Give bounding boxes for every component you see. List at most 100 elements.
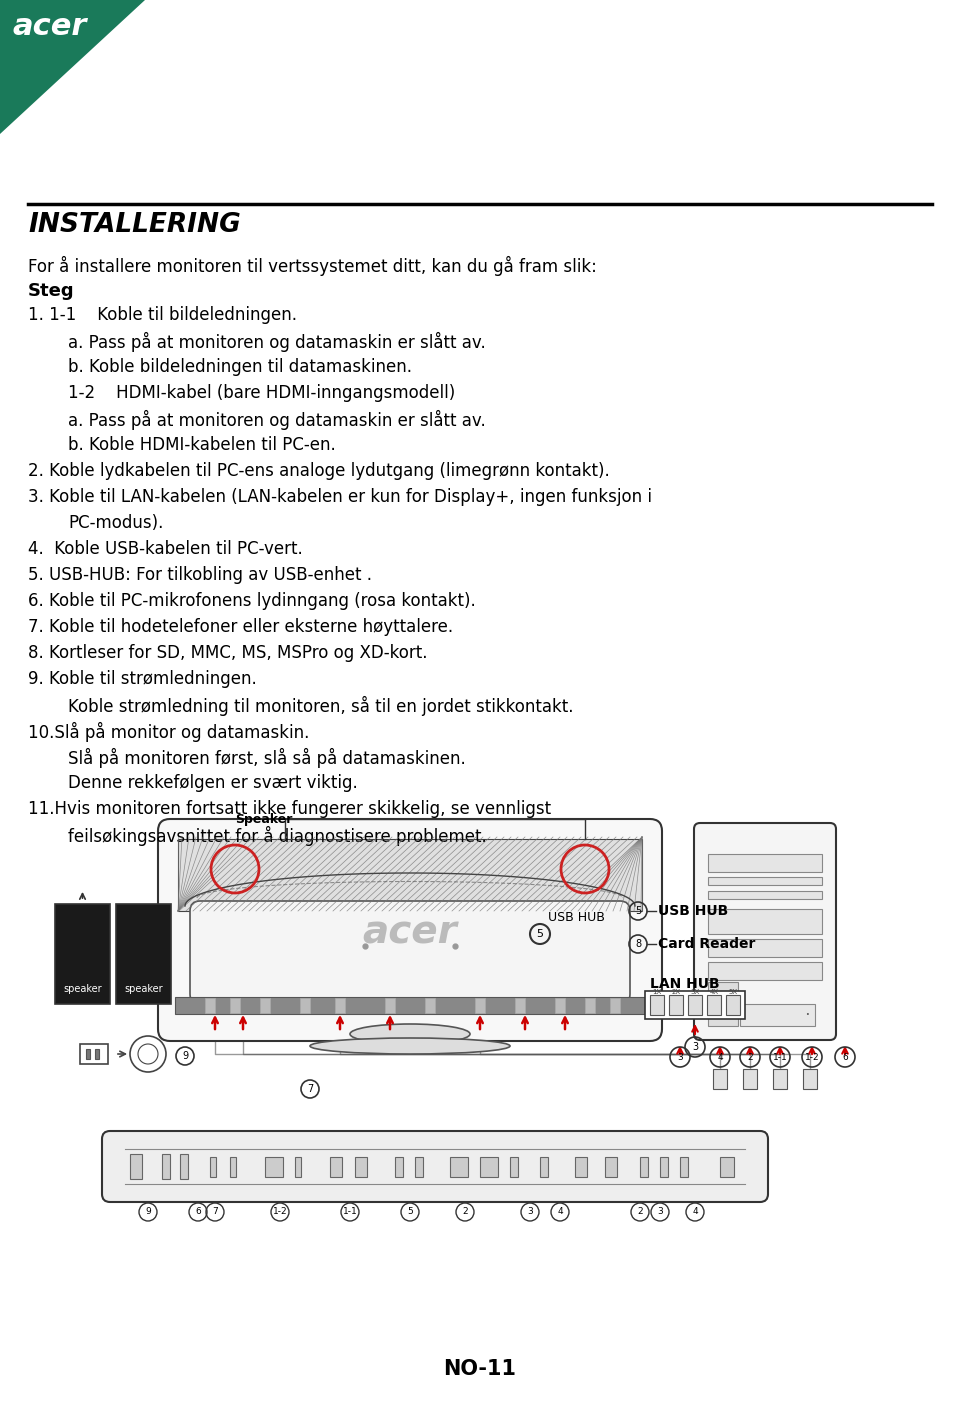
Bar bbox=[773, 1069, 787, 1088]
Bar bbox=[450, 1156, 468, 1176]
Text: 4.  Koble USB-kabelen til PC-vert.: 4. Koble USB-kabelen til PC-vert. bbox=[28, 541, 302, 558]
Bar bbox=[116, 904, 171, 1005]
Bar bbox=[743, 1069, 757, 1088]
Bar bbox=[515, 998, 525, 1013]
Text: Card Reader: Card Reader bbox=[658, 937, 756, 951]
Text: For å installere monitoren til vertssystemet ditt, kan du gå fram slik:: For å installere monitoren til vertssyst… bbox=[28, 255, 597, 277]
Text: 4: 4 bbox=[692, 1208, 698, 1216]
Text: 9: 9 bbox=[182, 1051, 188, 1061]
Text: 8: 8 bbox=[635, 939, 641, 949]
Bar bbox=[740, 1005, 815, 1026]
Ellipse shape bbox=[350, 1025, 470, 1044]
Text: 2: 2 bbox=[462, 1208, 468, 1216]
Bar bbox=[720, 1156, 734, 1176]
Bar bbox=[475, 998, 485, 1013]
Text: 4X: 4X bbox=[709, 989, 719, 995]
Bar bbox=[640, 1156, 648, 1176]
Text: 2: 2 bbox=[747, 1053, 753, 1061]
Text: 9: 9 bbox=[145, 1208, 151, 1216]
Bar bbox=[86, 1049, 90, 1059]
Ellipse shape bbox=[310, 1039, 510, 1054]
Bar bbox=[425, 998, 435, 1013]
Text: 1-1: 1-1 bbox=[343, 1208, 357, 1216]
Bar bbox=[610, 998, 620, 1013]
Polygon shape bbox=[0, 0, 145, 133]
Text: 7. Koble til hodetelefoner eller eksterne høyttalere.: 7. Koble til hodetelefoner eller ekstern… bbox=[28, 619, 453, 636]
Bar bbox=[708, 891, 822, 900]
Bar bbox=[95, 1049, 99, 1059]
Bar bbox=[680, 1156, 688, 1176]
Text: 11.Hvis monitoren fortsatt ikke fungerer skikkelig, se vennligst: 11.Hvis monitoren fortsatt ikke fungerer… bbox=[28, 800, 551, 817]
Text: b. Koble bildeledningen til datamaskinen.: b. Koble bildeledningen til datamaskinen… bbox=[68, 358, 412, 376]
Text: LAN HUB: LAN HUB bbox=[650, 978, 720, 990]
Bar bbox=[650, 995, 664, 1015]
Bar bbox=[162, 1154, 170, 1179]
Bar bbox=[395, 1156, 403, 1176]
Bar bbox=[605, 1156, 617, 1176]
Text: speaker: speaker bbox=[124, 983, 163, 993]
Text: 6. Koble til PC-mikrofonens lydinngang (rosa kontakt).: 6. Koble til PC-mikrofonens lydinngang (… bbox=[28, 592, 476, 610]
Bar bbox=[210, 1156, 216, 1176]
Text: Steg: Steg bbox=[28, 282, 75, 299]
Text: 6: 6 bbox=[842, 1053, 848, 1061]
Bar bbox=[585, 998, 595, 1013]
Text: 8. Kortleser for SD, MMC, MS, MSPro og XD-kort.: 8. Kortleser for SD, MMC, MS, MSPro og X… bbox=[28, 644, 427, 663]
Bar bbox=[335, 998, 345, 1013]
Text: 5. USB-HUB: For tilkobling av USB-enhet .: 5. USB-HUB: For tilkobling av USB-enhet … bbox=[28, 566, 372, 585]
Bar bbox=[230, 998, 240, 1013]
Bar bbox=[415, 1156, 423, 1176]
Bar bbox=[669, 995, 683, 1015]
Bar bbox=[726, 995, 740, 1015]
Text: 3: 3 bbox=[692, 1042, 698, 1051]
Text: 9. Koble til strømledningen.: 9. Koble til strømledningen. bbox=[28, 670, 256, 688]
Text: 4: 4 bbox=[717, 1053, 723, 1061]
Text: 1-2: 1-2 bbox=[804, 1053, 819, 1061]
Text: 1-2: 1-2 bbox=[273, 1208, 287, 1216]
Text: 3X: 3X bbox=[690, 989, 700, 995]
Text: 1-1: 1-1 bbox=[773, 1053, 787, 1061]
Text: 5: 5 bbox=[537, 929, 543, 939]
Text: USB HUB: USB HUB bbox=[548, 911, 605, 924]
Bar bbox=[385, 998, 395, 1013]
Bar bbox=[707, 995, 721, 1015]
Bar bbox=[330, 1156, 342, 1176]
Bar bbox=[645, 990, 745, 1019]
Bar bbox=[130, 1154, 142, 1179]
Polygon shape bbox=[175, 998, 645, 1015]
Text: 3: 3 bbox=[527, 1208, 533, 1216]
Bar bbox=[180, 1154, 188, 1179]
FancyBboxPatch shape bbox=[694, 823, 836, 1040]
Text: 7: 7 bbox=[307, 1084, 313, 1094]
Text: 1-2    HDMI-kabel (bare HDMI-inngangsmodell): 1-2 HDMI-kabel (bare HDMI-inngangsmodell… bbox=[68, 385, 455, 402]
Text: 2. Koble lydkabelen til PC-ens analoge lydutgang (limegrønn kontakt).: 2. Koble lydkabelen til PC-ens analoge l… bbox=[28, 463, 610, 480]
Bar bbox=[265, 1156, 283, 1176]
Bar bbox=[355, 1156, 367, 1176]
Bar bbox=[480, 1156, 498, 1176]
Text: 1. 1-1    Koble til bildeledningen.: 1. 1-1 Koble til bildeledningen. bbox=[28, 307, 297, 324]
Bar bbox=[540, 1156, 548, 1176]
Bar bbox=[803, 1069, 817, 1088]
Text: feilsøkingsavsnittet for å diagnostisere problemet.: feilsøkingsavsnittet for å diagnostisere… bbox=[68, 826, 487, 846]
Text: NO-11: NO-11 bbox=[444, 1359, 516, 1379]
Bar bbox=[708, 854, 822, 873]
Polygon shape bbox=[178, 839, 642, 911]
Text: Koble strømledning til monitoren, så til en jordet stikkontakt.: Koble strømledning til monitoren, så til… bbox=[68, 695, 573, 717]
Text: INSTALLERING: INSTALLERING bbox=[28, 211, 241, 238]
FancyBboxPatch shape bbox=[190, 901, 630, 1005]
Text: PC-modus).: PC-modus). bbox=[68, 514, 163, 532]
Text: 10.Slå på monitor og datamaskin.: 10.Slå på monitor og datamaskin. bbox=[28, 722, 309, 742]
Text: 5: 5 bbox=[635, 905, 641, 917]
Text: Slå på monitoren først, slå så på datamaskinen.: Slå på monitoren først, slå så på datama… bbox=[68, 748, 466, 768]
Bar bbox=[575, 1156, 587, 1176]
Bar bbox=[260, 998, 270, 1013]
Text: 7: 7 bbox=[212, 1208, 218, 1216]
Text: 3: 3 bbox=[658, 1208, 662, 1216]
Text: USB HUB: USB HUB bbox=[658, 904, 729, 918]
Bar bbox=[708, 1006, 738, 1026]
Text: Speaker: Speaker bbox=[235, 813, 293, 826]
Bar bbox=[510, 1156, 518, 1176]
Text: 2: 2 bbox=[637, 1208, 643, 1216]
Bar bbox=[688, 995, 702, 1015]
Bar bbox=[708, 877, 822, 885]
Bar bbox=[230, 1156, 236, 1176]
